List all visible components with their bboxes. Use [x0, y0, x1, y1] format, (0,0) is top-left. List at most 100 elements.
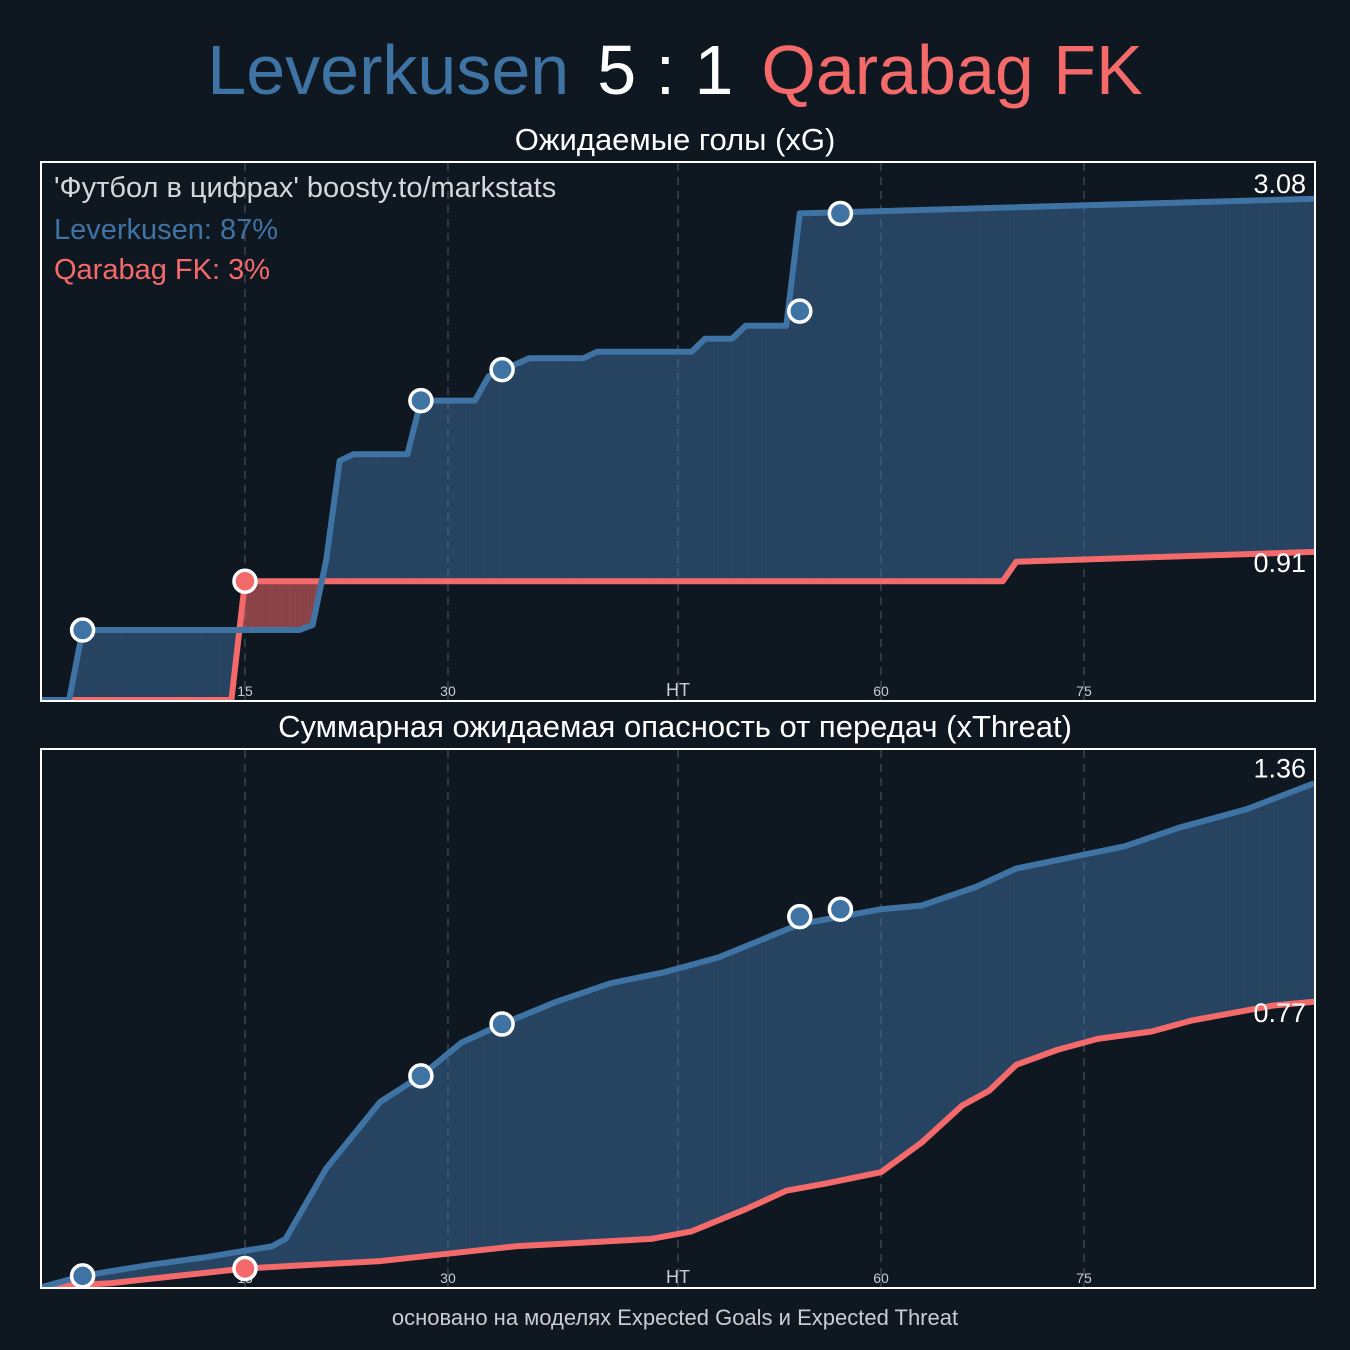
xg-fill-segment [363, 454, 367, 582]
xt-fill-segment [1218, 815, 1222, 1016]
xg-fill-segment [166, 630, 170, 700]
xt-fill-segment [337, 1150, 341, 1264]
xg-fill-segment [719, 338, 723, 582]
xt-fill-segment [423, 1071, 427, 1257]
xg-fill-segment [131, 630, 135, 700]
xg-fill-segment [738, 329, 742, 582]
xt-fill-segment [913, 906, 917, 1149]
xt-fill-segment [197, 1257, 201, 1274]
xt-fill-segment [957, 892, 962, 1110]
home-team-name: Leverkusen [207, 31, 570, 109]
xt-fill-segment [436, 1060, 440, 1255]
xt-fill-segment [541, 1006, 545, 1245]
xg-fill-segment [779, 325, 783, 582]
xt-fill-segment [935, 899, 939, 1130]
xg-fill-segment [1062, 205, 1066, 561]
xt-fill-segment [722, 954, 726, 1219]
xt-fill-segment [1269, 799, 1273, 1007]
xt-fill-segment [1221, 815, 1225, 1015]
xg-fill-segment [553, 358, 558, 582]
xt-fill-segment [760, 938, 764, 1203]
xt-fill-segment [611, 982, 615, 1242]
xg-fill-segment [970, 208, 974, 582]
xt-fill-segment [372, 1107, 376, 1262]
xg-fill-segment [668, 351, 672, 582]
xg-fill-segment [1072, 205, 1076, 560]
xg-fill-segment [350, 454, 354, 582]
xg-fill-segment [891, 210, 895, 582]
xg-fill-segment [1228, 201, 1232, 555]
xt-fill-segment [837, 916, 841, 1182]
xt-fill-segment [201, 1257, 205, 1274]
match-header: Leverkusen 5 : 1 Qarabag FK [0, 28, 1350, 112]
xg-fill-segment [1247, 200, 1251, 555]
xg-fill-segment [678, 351, 682, 582]
xg-fill-segment [480, 384, 485, 582]
xt-fill-segment [1310, 783, 1314, 1003]
xt-fill-segment [477, 1033, 481, 1251]
xg-fill-segment [226, 630, 230, 700]
xt-fill-segment [140, 1265, 144, 1280]
xt-fill-segment [1104, 849, 1108, 1038]
xt-fill-segment [961, 890, 965, 1107]
xt-fill-segment [267, 1246, 271, 1268]
xg-fill-segment [1015, 207, 1019, 564]
xt-fill-segment [789, 927, 793, 1191]
xg-fill-segment [722, 338, 726, 582]
xt-fill-segment [560, 999, 564, 1244]
xg-fill-segment [1107, 204, 1111, 559]
xg-fill-segment [372, 454, 376, 582]
xg-line-home [42, 195, 1314, 700]
xt-fill-segment [633, 977, 637, 1240]
xg-fill-segment [522, 359, 526, 582]
xg-fill-segment [1040, 206, 1044, 561]
xt-fill-segment [1088, 853, 1092, 1042]
xt-fill-segment [980, 883, 984, 1096]
xg-tick-label: 30 [440, 683, 456, 699]
xt-fill-segment [754, 941, 758, 1206]
xg-fill-segment [1030, 206, 1035, 562]
xt-fill-segment [1002, 873, 1006, 1079]
xt-fill-segment [922, 904, 927, 1142]
xg-fill-segment [302, 581, 306, 629]
xg-fill-segment [569, 358, 574, 582]
xt-fill-segment [604, 984, 609, 1242]
xt-fill-segment [700, 961, 704, 1228]
xg-fill-segment [423, 400, 427, 582]
xg-chart-title: Ожидаемые голы (xG) [514, 122, 836, 157]
xt-fill-segment [649, 974, 653, 1239]
xt-fill-segment [1291, 790, 1295, 1004]
xg-fill-segment [1158, 203, 1162, 558]
xg-fill-segment [592, 352, 596, 582]
xt-fill-segment [897, 907, 901, 1161]
xt-fill-segment [986, 880, 990, 1093]
xg-fill-segment [1037, 206, 1041, 561]
xt-fill-segment [1008, 870, 1012, 1073]
xt-fill-segment [404, 1084, 408, 1259]
xt-fill-segment [996, 876, 1000, 1085]
xt-fill-segment [678, 967, 682, 1234]
xg-fill-segment [531, 358, 535, 582]
xt-fill-segment [296, 1214, 300, 1266]
xt-fill-segment [1259, 802, 1264, 1008]
xt-goal-marker-home [69, 1263, 96, 1287]
xg-fill-segment [913, 210, 917, 582]
xt-fill-segment [1298, 788, 1302, 1004]
xg-fill-segment [1196, 202, 1200, 556]
xt-fill-segment [1177, 827, 1181, 1025]
xg-fill-segment [270, 581, 275, 631]
xt-fill-segment [1215, 816, 1219, 1017]
xg-fill-segment [379, 454, 383, 582]
xt-fill-segment [1123, 845, 1127, 1036]
xg-fill-segment [223, 630, 227, 700]
xg-fill-segment [274, 581, 278, 631]
xg-fill-segment [808, 213, 812, 582]
xg-fill-segment [687, 351, 691, 582]
xg-fill-segment [255, 581, 259, 631]
xg-fill-segment [875, 211, 879, 582]
xt-fill-segment [1263, 801, 1267, 1008]
xg-fill-segment [795, 221, 799, 582]
xt-fill-segment [1040, 862, 1044, 1056]
xg-tick-label: HT [666, 680, 690, 700]
xt-fill-segment [550, 1002, 554, 1245]
